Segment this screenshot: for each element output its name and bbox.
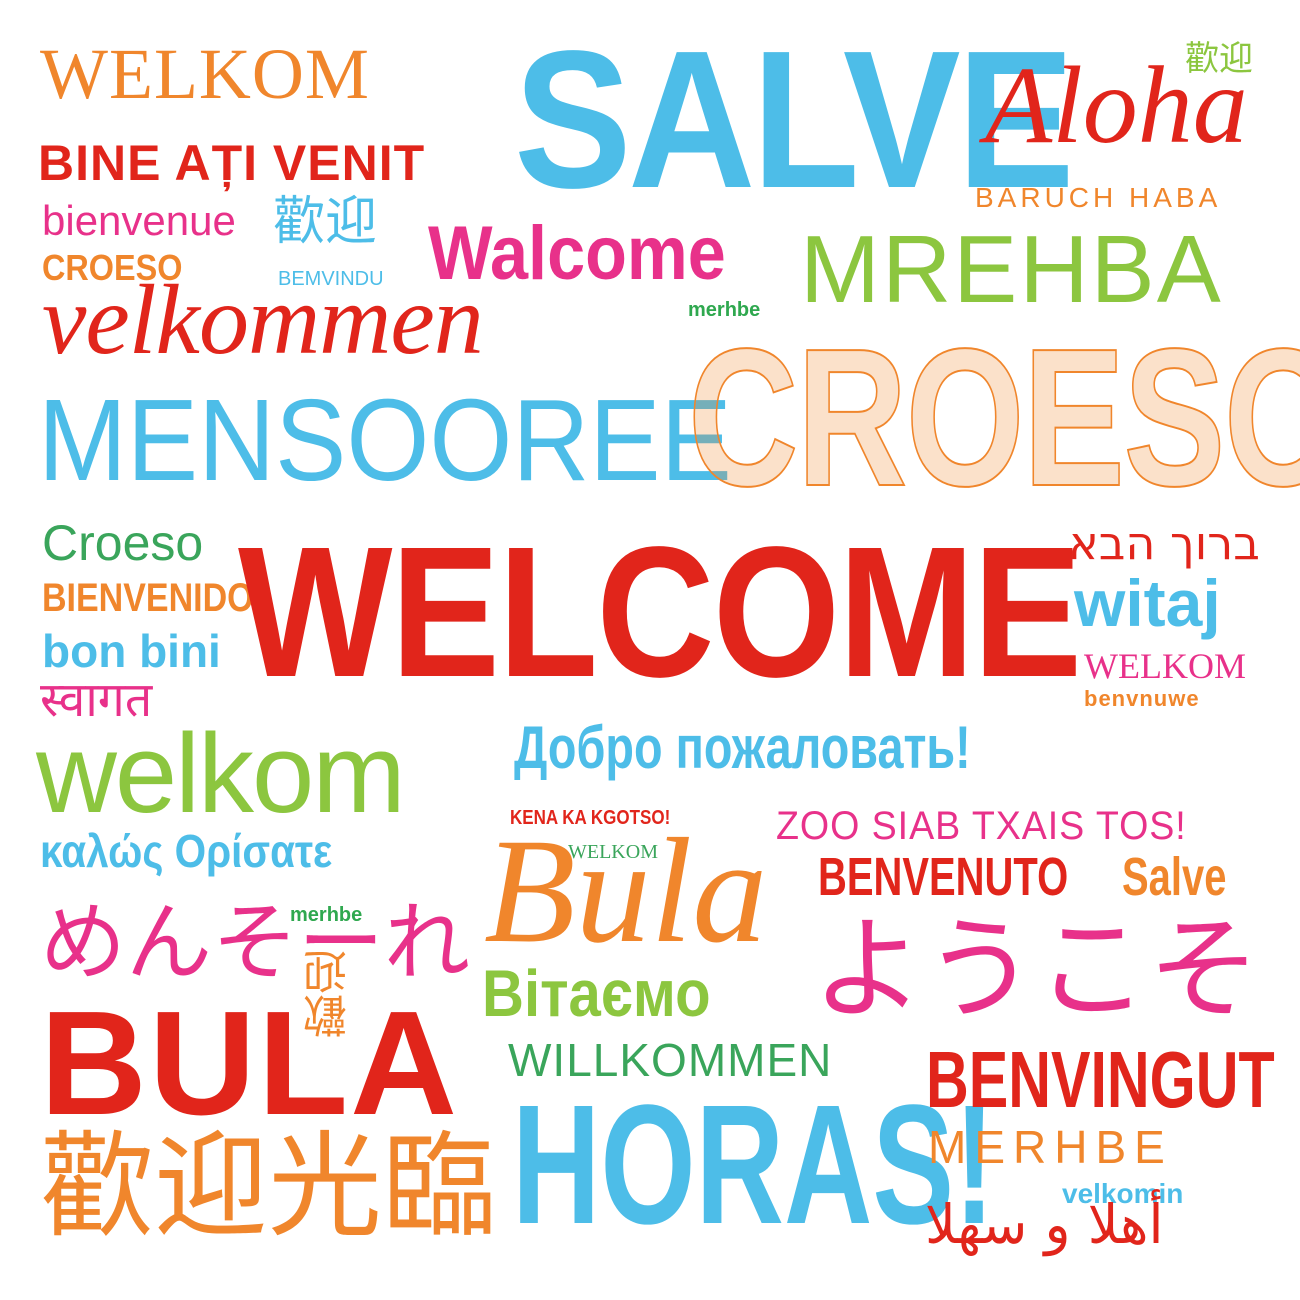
- word-aloha: Aloha: [985, 44, 1248, 166]
- word-mensooree: MENSOOREE: [38, 375, 732, 505]
- word-japanese-mensore: めんそーれ: [40, 893, 470, 993]
- word-witaj: witaj: [1074, 566, 1221, 640]
- word-vitaemo: Вітаємо: [482, 956, 711, 1030]
- word-bienvenido: BIENVENIDO: [42, 576, 254, 620]
- word-kanji-top-mid: 歡迎: [273, 192, 378, 252]
- word-bula-big: BULA: [40, 981, 460, 1146]
- word-kena-ka-kgotso: KENA KA KGOTSO!: [510, 807, 671, 829]
- word-welkom-small-mid: WELKOM: [568, 841, 658, 863]
- word-salve-big: SALVE: [514, 10, 1075, 229]
- word-walcome: Walcome: [428, 211, 726, 296]
- word-velkomin: velkomin: [1062, 1178, 1184, 1209]
- word-welkom-top: WELKOM: [40, 34, 370, 114]
- word-croeso-small: CROESO: [42, 247, 183, 288]
- word-croeso-big: CROESO: [687, 308, 1300, 527]
- word-horas: HORAS!: [512, 1070, 995, 1260]
- word-bemvindu: BEMVINDU: [278, 268, 384, 290]
- word-greek: καλώς Ορίσατε: [40, 825, 333, 877]
- word-zoo-siab: ZOO SIAB TXAIS TOS!: [776, 804, 1187, 848]
- word-bon-bini: bon bini: [42, 625, 221, 677]
- word-kanji-bottom: 歡迎光臨: [40, 1120, 497, 1253]
- word-velkommen: velkommen: [42, 264, 484, 375]
- word-merhbe-spaced: MERHBE: [928, 1121, 1173, 1173]
- word-russian: Добро пожаловать!: [514, 714, 971, 781]
- word-merhbe-small1: merhbe: [688, 299, 761, 321]
- word-bienvenue: bienvenue: [42, 197, 236, 244]
- word-hindi: स्वागत: [40, 672, 153, 728]
- word-hebrew: ברוך הבא: [1068, 516, 1260, 570]
- word-welcome-main: WELCOME: [238, 509, 1082, 716]
- word-salve-small: Salve: [1122, 847, 1227, 907]
- word-welkom-thin: welkom: [36, 711, 406, 836]
- word-bula-script: Bula: [484, 808, 768, 974]
- word-benvingut: BENVINGUT: [926, 1035, 1275, 1124]
- word-mrehba: MREHBA: [800, 216, 1223, 323]
- word-kanji-top-right: 歡迎: [1185, 39, 1253, 79]
- word-baruch-haba: BARUCH HABA: [975, 182, 1222, 213]
- word-arabic: أهلا و سهلا: [925, 1193, 1164, 1256]
- word-welkom-serif-right: WELKOM: [1084, 646, 1246, 686]
- word-benvenuto: BENVENUTO: [818, 847, 1069, 907]
- word-croeso-green: Croeso: [42, 515, 204, 571]
- word-willkommen: WILLKOMMEN: [508, 1034, 833, 1086]
- word-bine-ati-venit: BINE AȚI VENIT: [38, 135, 426, 191]
- word-benvnuwe: benvnuwe: [1084, 686, 1200, 711]
- word-merhbe-small2: merhbe: [290, 904, 363, 926]
- word-youkoso: ようこそ: [812, 905, 1260, 1035]
